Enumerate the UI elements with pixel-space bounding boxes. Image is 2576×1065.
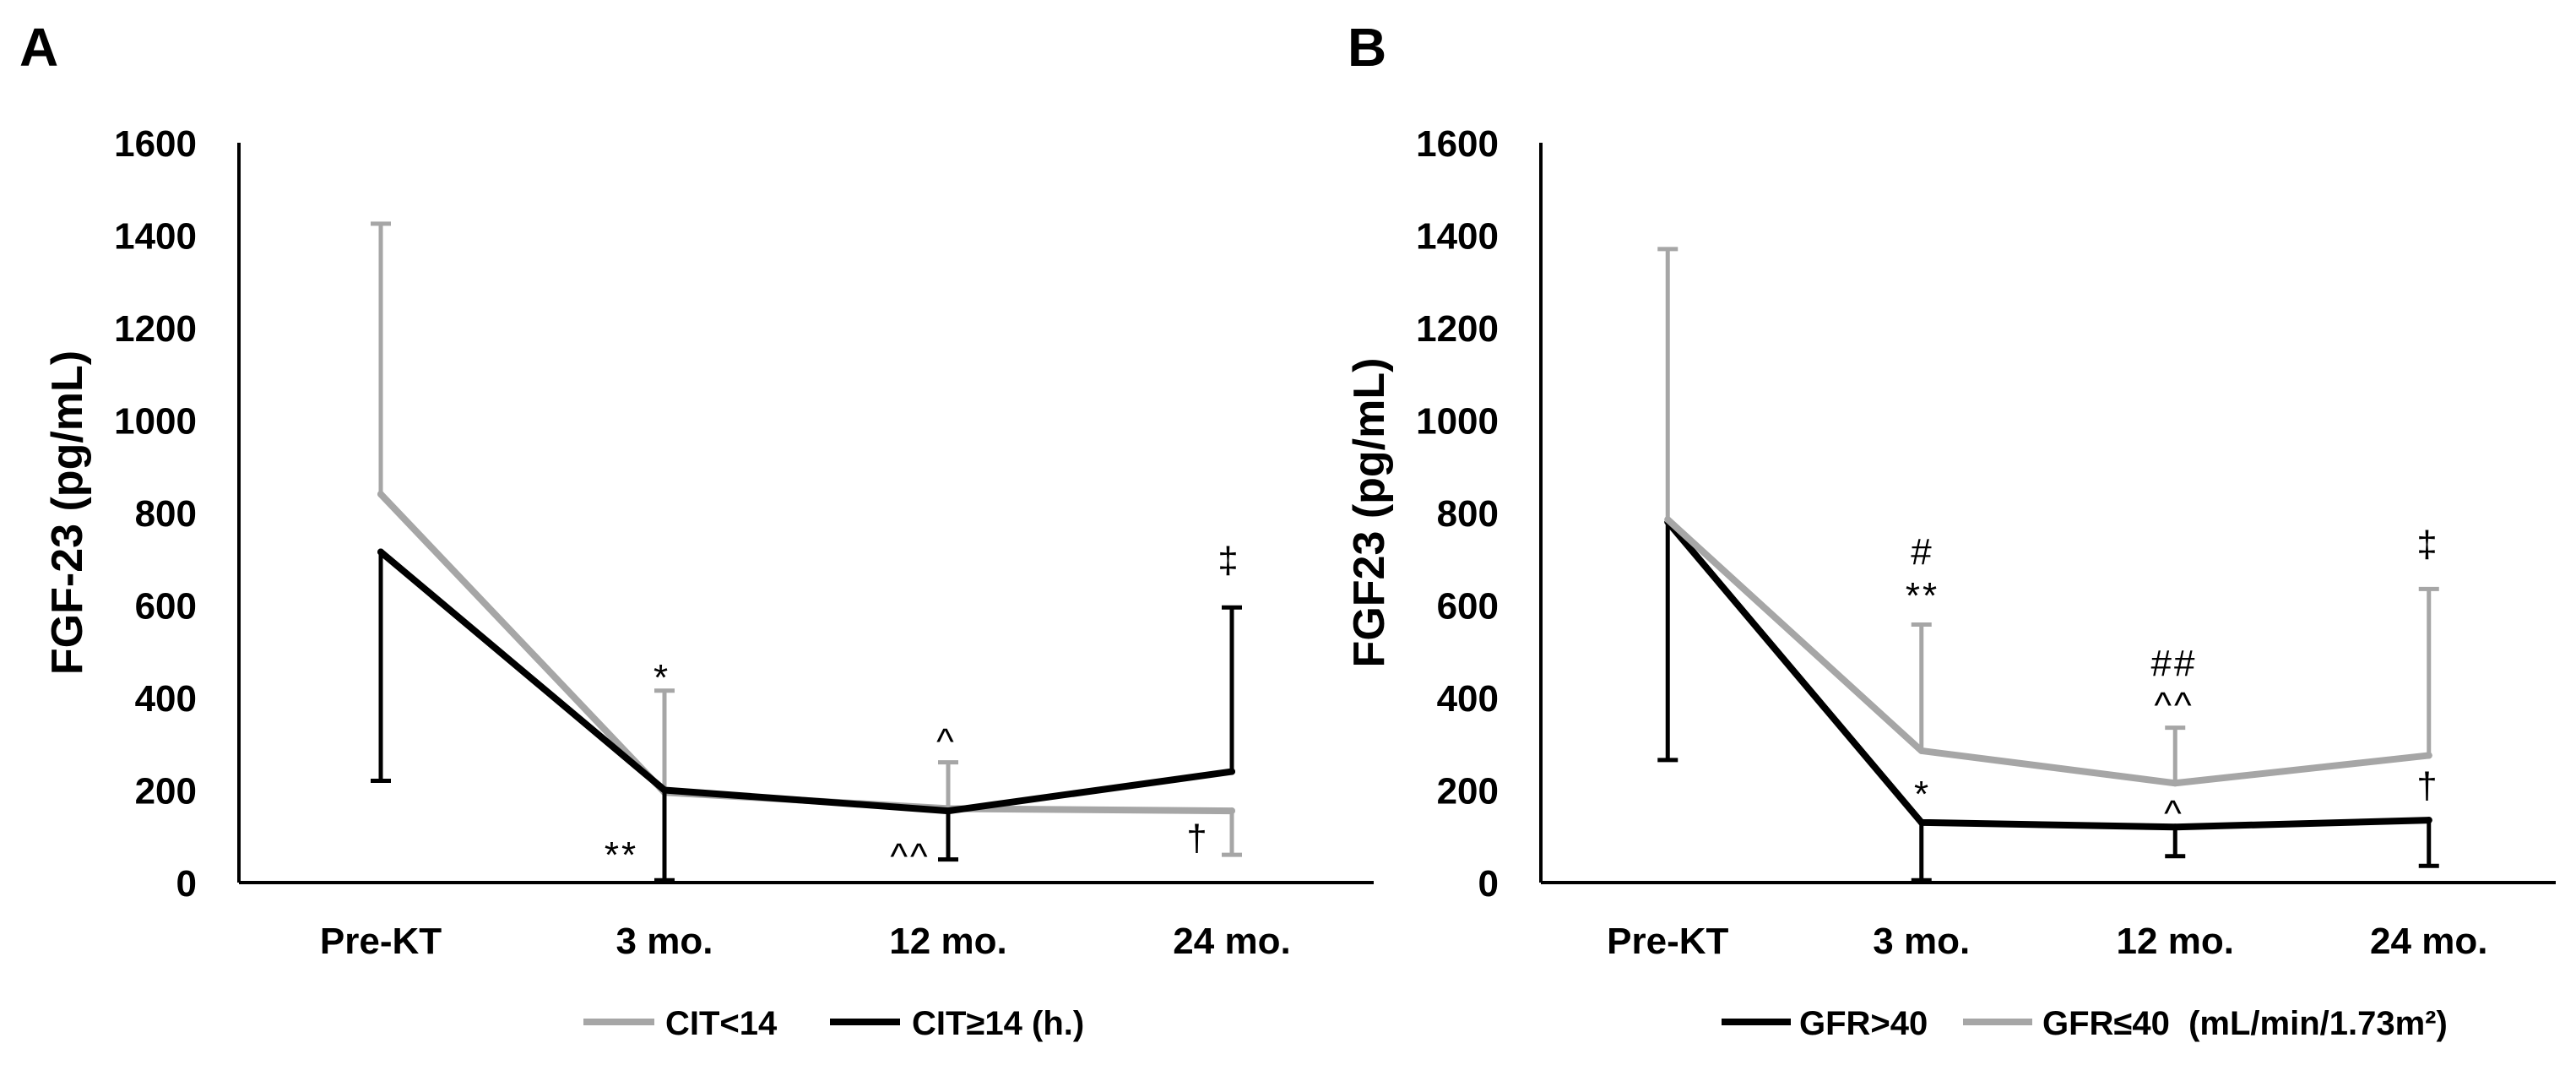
annotation-a-12mo-cit-lt14: ^	[936, 721, 957, 763]
annotation-b-3mo-gfr-le40-hash: #	[1911, 531, 1933, 573]
x-category-label-1: 3 mo.	[1873, 921, 1970, 962]
x-category-label-1: 3 mo.	[616, 921, 713, 962]
y-tick-label-800: 800	[135, 493, 197, 535]
y-tick-label-0: 0	[1478, 863, 1499, 905]
annotation-b-12mo-gfr-le40-hash: ##	[2151, 643, 2198, 684]
legend-label-gfr-gt40: GFR>40	[1799, 1005, 1928, 1042]
panel-label-a: A	[19, 17, 58, 78]
panel-a: A FGF-23 (pg/mL) 0 200 400 600 800 1000 1200 14…	[19, 17, 1374, 1042]
series-1-line	[1664, 516, 2432, 787]
x-category-label-2: 12 mo.	[889, 921, 1006, 962]
y-tick-label-600: 600	[135, 586, 197, 628]
y-tick-label-800: 800	[1437, 493, 1499, 535]
y-axis-title-a: FGF-23 (pg/mL)	[43, 350, 92, 675]
annotation-a-12mo-cit-ge14: ^^	[890, 836, 930, 878]
legend-label-cit-lt14: CIT<14	[665, 1005, 778, 1042]
x-category-label-0: Pre-KT	[320, 921, 442, 962]
plot-area-a: 0 200 400 600 800 1000 1200 1400 1600 Pre-KT 3 mo.…	[114, 123, 1374, 962]
y-tick-label-400: 400	[135, 678, 197, 720]
legend-b: GFR>40 GFR≤40 (mL/min/1.73m²)	[1722, 1005, 2448, 1042]
y-tick-label-200: 200	[1437, 771, 1499, 812]
y-tick-label-1200: 1200	[114, 308, 197, 350]
legend-item-cit-lt14: CIT<14	[583, 1005, 778, 1042]
y-tick-label-1600: 1600	[1416, 123, 1499, 165]
annotations-b: # ** ## ^^ ‡ * ^ †	[1906, 524, 2439, 834]
legend-label-gfr-le40: GFR≤40 (mL/min/1.73m²)	[2042, 1005, 2448, 1042]
y-tick-label-1600: 1600	[114, 123, 197, 165]
x-category-label-0: Pre-KT	[1607, 921, 1728, 962]
annotation-a-3mo-cit-ge14: **	[605, 834, 638, 876]
annotation-a-24mo-cit-ge14: ‡	[1217, 540, 1240, 581]
y-tick-label-1200: 1200	[1416, 308, 1499, 350]
legend-a: CIT<14 CIT≥14 (h.)	[583, 1005, 1084, 1042]
annotation-a-3mo-cit-lt14: *	[653, 657, 670, 698]
panel-label-b: B	[1348, 17, 1386, 78]
plot-area-b: 0 200 400 600 800 1000 1200 1400 1600 Pre-KT 3 mo.…	[1416, 123, 2556, 962]
annotation-b-3mo-gfr-le40-star: **	[1906, 575, 1939, 617]
annotation-b-24mo-gfr-gt40: †	[2416, 765, 2439, 807]
panel-b: B FGF23 (pg/mL) 0 200 400 600 800 1000 1200 140…	[1345, 17, 2556, 1042]
legend-item-gfr-le40: GFR≤40 (mL/min/1.73m²)	[1963, 1005, 2448, 1042]
y-tick-label-1000: 1000	[1416, 401, 1499, 443]
series-0-line	[377, 491, 1235, 815]
legend-item-cit-ge14: CIT≥14 (h.)	[830, 1005, 1084, 1042]
x-category-label-3: 24 mo.	[1173, 921, 1290, 962]
series-0-line	[1664, 518, 2432, 831]
annotations-a: * ** ^ ^^ ‡ †	[605, 540, 1240, 878]
y-tick-label-600: 600	[1437, 586, 1499, 628]
annotation-b-24mo-gfr-le40: ‡	[2416, 524, 2439, 565]
series-1-line	[377, 548, 1235, 815]
annotation-b-12mo-gfr-le40-caret: ^^	[2154, 685, 2194, 726]
y-tick-label-1000: 1000	[114, 401, 197, 443]
annotation-b-3mo-gfr-gt40: *	[1914, 774, 1931, 815]
y-tick-label-1400: 1400	[1416, 216, 1499, 258]
legend-item-gfr-gt40: GFR>40	[1722, 1005, 1928, 1042]
annotation-b-12mo-gfr-gt40: ^	[2164, 793, 2184, 834]
x-category-label-2: 12 mo.	[2117, 921, 2234, 962]
y-axis-title-b: FGF23 (pg/mL)	[1345, 358, 1394, 668]
y-tick-label-200: 200	[135, 771, 197, 812]
legend-label-cit-ge14: CIT≥14 (h.)	[912, 1005, 1084, 1042]
y-tick-label-1400: 1400	[114, 216, 197, 258]
annotation-a-24mo-cit-lt14: †	[1186, 818, 1209, 859]
y-tick-label-400: 400	[1437, 678, 1499, 720]
x-category-label-3: 24 mo.	[2370, 921, 2487, 962]
y-tick-label-0: 0	[176, 863, 197, 905]
